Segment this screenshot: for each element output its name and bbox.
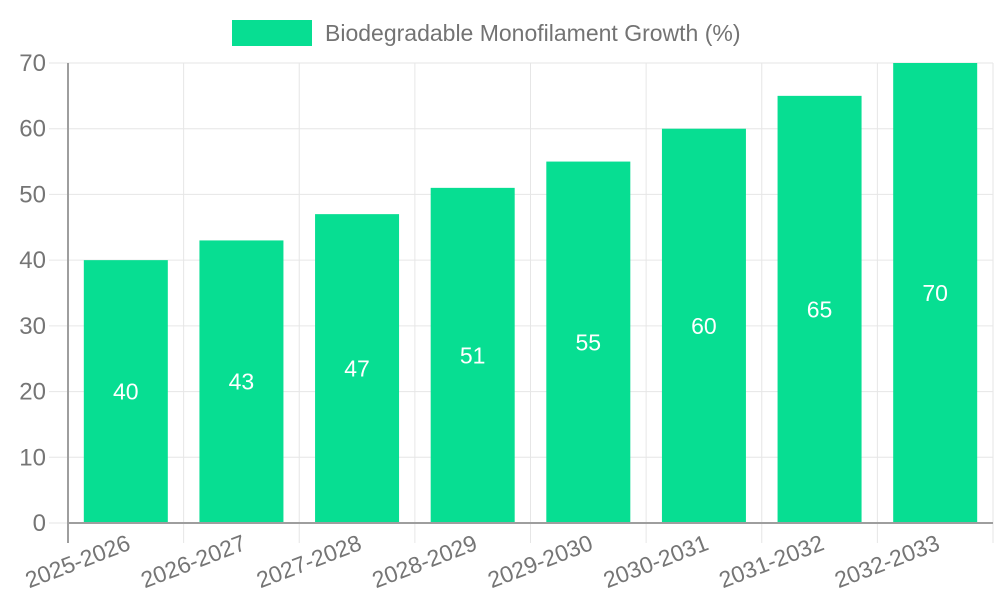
bar-2031-2032[interactable] bbox=[777, 95, 862, 523]
x-tick-label: 2026-2027 bbox=[137, 529, 249, 593]
legend-label: Biodegradable Monofilament Growth (%) bbox=[325, 19, 741, 46]
y-tick-label: 60 bbox=[19, 116, 46, 143]
x-tick-label: 2032-2033 bbox=[831, 529, 943, 593]
y-tick-label: 10 bbox=[19, 444, 46, 471]
x-tick-label: 2027-2028 bbox=[253, 529, 365, 593]
bar-2030-2031[interactable] bbox=[661, 128, 746, 523]
y-tick-label: 20 bbox=[19, 379, 46, 406]
x-tick-label: 2028-2029 bbox=[368, 529, 480, 593]
x-tick-label: 2030-2031 bbox=[600, 529, 712, 593]
bar-value-label: 51 bbox=[460, 342, 486, 368]
bar-value-label: 65 bbox=[807, 296, 833, 322]
y-tick-label: 50 bbox=[19, 181, 46, 208]
bar-2028-2029[interactable] bbox=[430, 187, 515, 523]
chart-legend[interactable]: Biodegradable Monofilament Growth (%) bbox=[232, 19, 740, 47]
bar-2025-2026[interactable] bbox=[83, 260, 168, 523]
bar-value-label: 55 bbox=[576, 329, 602, 355]
bar-value-label: 60 bbox=[691, 313, 717, 339]
y-tick-label: 30 bbox=[19, 313, 46, 340]
bar-2027-2028[interactable] bbox=[315, 214, 400, 523]
x-tick-label: 2029-2030 bbox=[484, 529, 596, 593]
x-tick-label: 2025-2026 bbox=[22, 529, 134, 593]
bar-value-label: 40 bbox=[113, 379, 139, 405]
bar-2032-2033[interactable] bbox=[893, 63, 978, 523]
bar-2029-2030[interactable] bbox=[546, 161, 631, 524]
bar-2026-2027[interactable] bbox=[199, 240, 284, 523]
x-tick-label: 2031-2032 bbox=[715, 529, 827, 593]
bar-value-label: 43 bbox=[229, 369, 255, 395]
y-tick-label: 70 bbox=[19, 50, 46, 77]
legend-swatch bbox=[232, 20, 312, 46]
y-tick-label: 0 bbox=[33, 510, 46, 537]
bar-value-label: 47 bbox=[344, 356, 370, 382]
bar-value-label: 70 bbox=[922, 280, 948, 306]
y-tick-label: 40 bbox=[19, 247, 46, 274]
